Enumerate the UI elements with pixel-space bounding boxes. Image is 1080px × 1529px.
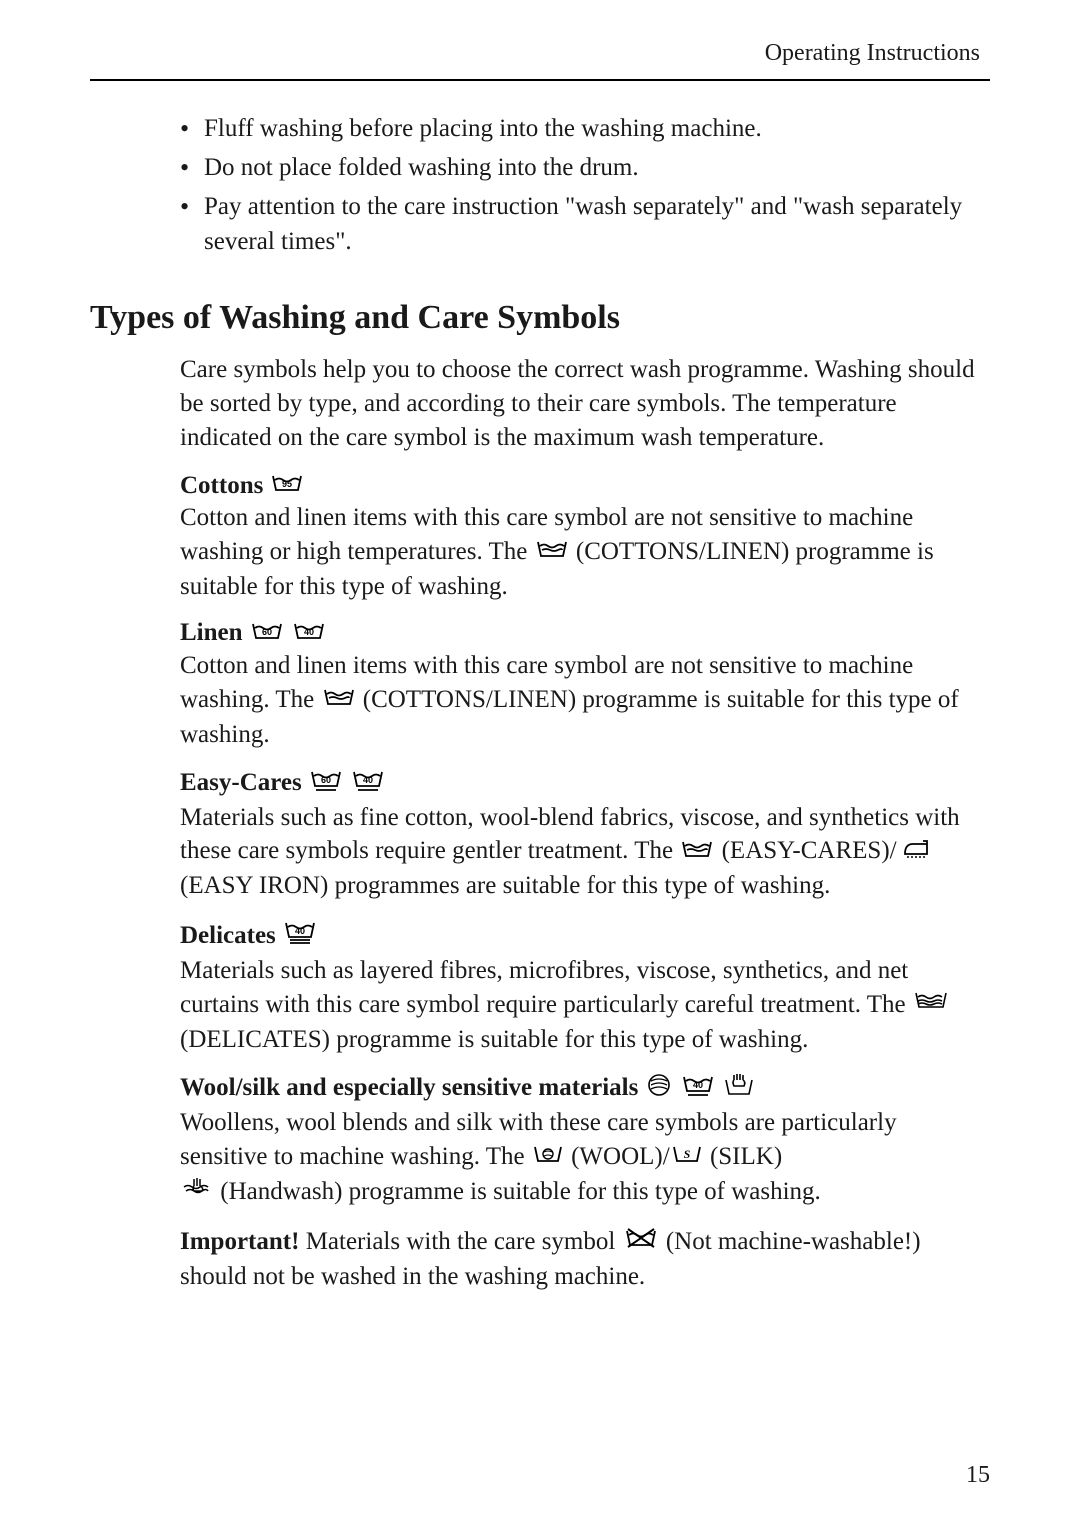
page-number: 15	[966, 1462, 990, 1489]
washtub-icon	[681, 836, 713, 870]
subsection-delicates: Delicates 40 Materials such as layered fi…	[180, 917, 990, 1057]
text: (EASY-CARES)/	[715, 837, 896, 864]
svg-text:40: 40	[295, 926, 305, 936]
washtub-icon	[323, 684, 355, 718]
washtub-icon	[536, 536, 568, 570]
easycares-title: Easy-Cares 60 40	[180, 766, 386, 801]
svg-text:S: S	[683, 1147, 690, 1161]
subsection-easycares: Easy-Cares 60 40 Materials such as fine …	[180, 766, 990, 904]
delicates-title: Delicates 40	[180, 917, 318, 954]
washtub-60-icon: 60	[251, 618, 283, 649]
important-note: Important! Materials with the care symbo…	[180, 1225, 990, 1294]
text: (WOOL)/	[565, 1143, 670, 1170]
bullet-item: Fluff washing before placing into the wa…	[180, 111, 990, 146]
linen-title-text: Linen	[180, 619, 243, 647]
linen-title: Linen 60 40	[180, 618, 327, 649]
section-title: Types of Washing and Care Symbols	[90, 299, 990, 337]
iron-icon	[899, 836, 931, 870]
header-title: Operating Instructions	[90, 40, 990, 67]
cottons-title: Cottons 95	[180, 470, 305, 501]
cottons-body: Cotton and linen items with this care sy…	[180, 501, 990, 604]
handwash-water-icon	[182, 1175, 212, 1211]
handwash-icon	[724, 1072, 754, 1105]
washtub-40-double-underline-icon: 40	[284, 917, 316, 954]
svg-text:40: 40	[363, 775, 373, 785]
woolsilk-title-text: Wool/silk and especially sensitive mater…	[180, 1074, 638, 1102]
bullet-list: Fluff washing before placing into the wa…	[180, 111, 990, 259]
woolsilk-body: Woollens, wool blends and silk with thes…	[180, 1106, 990, 1211]
svg-text:60: 60	[262, 627, 272, 637]
easycares-title-text: Easy-Cares	[180, 769, 302, 797]
washtub-crossed-icon	[624, 1226, 658, 1260]
svg-text:40: 40	[304, 627, 314, 637]
text: (Handwash) programme is suitable for thi…	[214, 1178, 821, 1205]
subsection-cottons: Cottons 95 Cotton and linen items with t…	[180, 470, 990, 604]
header-separator-line	[90, 79, 990, 81]
bullet-item: Do not place folded washing into the dru…	[180, 150, 990, 185]
linen-body: Cotton and linen items with this care sy…	[180, 649, 990, 752]
woolsilk-title: Wool/silk and especially sensitive mater…	[180, 1071, 756, 1106]
intro-paragraph: Care symbols help you to choose the corr…	[180, 353, 990, 454]
text: (DELICATES) programme is suitable for th…	[180, 1026, 808, 1053]
page: Operating Instructions Fluff washing bef…	[0, 0, 1080, 1529]
washtub-40-underline-icon: 40	[352, 766, 384, 801]
subsection-woolsilk: Wool/silk and especially sensitive mater…	[180, 1071, 990, 1211]
text: Materials with the care symbol	[299, 1228, 621, 1255]
washtub-60-underline-icon: 60	[310, 766, 342, 801]
subsection-linen: Linen 60 40 Cotton and linen items with …	[180, 618, 990, 752]
washtub-95-icon: 95	[271, 470, 303, 501]
washtub-wool-icon	[533, 1141, 563, 1175]
easycares-body: Materials such as fine cotton, wool-blen…	[180, 801, 990, 904]
important-label: Important!	[180, 1228, 299, 1255]
delicates-body: Materials such as layered fibres, microf…	[180, 954, 990, 1057]
cottons-title-text: Cottons	[180, 472, 263, 500]
svg-text:60: 60	[321, 775, 331, 785]
wool-ball-icon	[646, 1072, 672, 1105]
text: (EASY IRON) programmes are suitable for …	[180, 872, 830, 899]
washtub-40-icon: 40	[293, 618, 325, 649]
washtub-40-underline-icon: 40	[682, 1071, 714, 1106]
text: Materials such as layered fibres, microf…	[180, 957, 912, 1018]
washtub-silk-icon: S	[672, 1141, 702, 1175]
washtub-delicate-icon	[914, 989, 948, 1023]
content-area: Fluff washing before placing into the wa…	[90, 111, 990, 1294]
svg-text:95: 95	[282, 479, 292, 489]
text: (SILK)	[704, 1143, 782, 1170]
svg-text:40: 40	[693, 1080, 703, 1090]
bullet-item: Pay attention to the care instruction "w…	[180, 189, 990, 259]
delicates-title-text: Delicates	[180, 922, 276, 950]
